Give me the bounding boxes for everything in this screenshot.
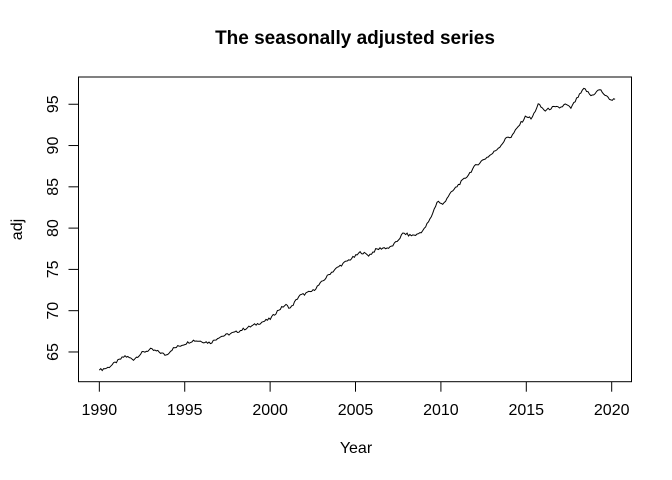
plot-box [78, 76, 632, 383]
y-tick-label: 95 [45, 95, 62, 113]
x-tick-label: 1990 [82, 402, 118, 419]
x-axis-label: Year [340, 440, 373, 457]
x-tick-label: 2020 [594, 402, 630, 419]
x-tick-label: 2015 [508, 402, 544, 419]
y-tick-label: 90 [45, 137, 62, 155]
chart-title: The seasonally adjusted series [215, 28, 495, 49]
x-tick-label: 1995 [167, 402, 203, 419]
x-tick-label: 2000 [252, 402, 288, 419]
x-tick-label: 2010 [423, 402, 459, 419]
y-tick-label: 85 [45, 178, 62, 196]
series-line [98, 87, 616, 372]
y-tick-label: 65 [45, 343, 62, 361]
y-tick-label: 80 [45, 219, 62, 237]
x-tick-label: 2005 [338, 402, 374, 419]
y-tick-label: 70 [45, 302, 62, 320]
y-tick-label: 75 [45, 260, 62, 278]
plot-region: 1990 1995 2000 2005 2010 2015 2020 65 70 75 80 85 90… [45, 76, 632, 419]
y-axis-label: adj [9, 219, 26, 240]
